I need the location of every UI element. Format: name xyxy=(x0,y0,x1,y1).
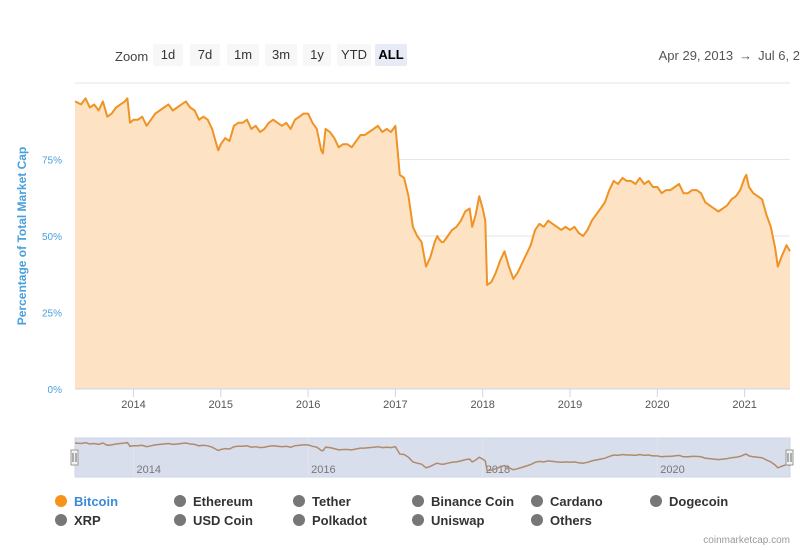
zoom-1m-button[interactable]: 1m xyxy=(227,44,259,66)
toolbar: Zoom 1d 7d 1m 3m 1y YTD ALL Apr 29, 2013… xyxy=(0,0,800,80)
navigator[interactable]: 2014 2016 2018 2020 xyxy=(70,437,794,478)
credit-link[interactable]: coinmarketcap.com xyxy=(703,535,790,546)
legend-item-others[interactable]: Others xyxy=(531,513,592,528)
x-tick-label: 2014 xyxy=(121,399,145,411)
bitcoin-area xyxy=(75,98,790,390)
legend-item-polkadot[interactable]: Polkadot xyxy=(293,513,367,528)
bitcoin-line xyxy=(74,97,791,286)
zoom-1d-button[interactable]: 1d xyxy=(153,44,183,66)
zoom-ytd-button[interactable]: YTD xyxy=(337,44,371,66)
date-range[interactable]: Apr 29, 2013 → Jul 6, 2 xyxy=(659,48,800,63)
x-tick-label: 2021 xyxy=(732,399,756,411)
range-to[interactable]: Jul 6, 2 xyxy=(758,48,800,63)
ethereum-dot-icon xyxy=(174,495,186,507)
y-tick-label: 0% xyxy=(48,385,63,396)
navigator-tick-label: 2018 xyxy=(486,464,510,476)
legend-label: Polkadot xyxy=(312,513,367,528)
zoom-label: Zoom xyxy=(115,49,149,64)
legend-item-uniswap[interactable]: Uniswap xyxy=(412,513,484,528)
navigator-right-handle xyxy=(785,449,794,466)
x-tick-label: 2015 xyxy=(209,399,233,411)
legend-label: Cardano xyxy=(550,494,603,509)
uniswap-dot-icon xyxy=(412,514,424,526)
zoom-3m-button[interactable]: 3m xyxy=(265,44,297,66)
usd-coin-dot-icon xyxy=(174,514,186,526)
legend-item-binance-coin[interactable]: Binance Coin xyxy=(412,494,514,509)
cardano-dot-icon xyxy=(531,495,543,507)
legend-label: Ethereum xyxy=(193,494,253,509)
bitcoin-dot-icon xyxy=(55,495,67,507)
navigator-tick-label: 2016 xyxy=(311,464,335,476)
dogecoin-dot-icon xyxy=(650,495,662,507)
legend-label: Bitcoin xyxy=(74,494,119,509)
legend-label: Tether xyxy=(312,494,351,509)
legend-label: Uniswap xyxy=(431,513,485,528)
y-tick-label: 25% xyxy=(42,309,62,320)
polkadot-dot-icon xyxy=(293,514,305,526)
y-axis-label: Percentage of Total Market Cap xyxy=(15,147,29,326)
legend-label: Dogecoin xyxy=(669,494,729,509)
market-dominance-chart[interactable]: 0% 25% 50% 75% 2014 2015 2016 2017 2018 2019 2020… xyxy=(0,0,800,490)
navigator-left-handle xyxy=(70,449,79,466)
y-tick-label: 50% xyxy=(42,232,62,243)
range-from[interactable]: Apr 29, 2013 xyxy=(658,48,734,63)
x-tick-label: 2020 xyxy=(645,399,669,411)
zoom-1y-button[interactable]: 1y xyxy=(303,44,331,66)
x-tick-label: 2016 xyxy=(296,399,320,411)
navigator-tick-label: 2014 xyxy=(136,464,160,476)
navigator-series-line xyxy=(74,441,791,472)
legend-item-dogecoin[interactable]: Dogecoin xyxy=(650,494,728,509)
x-tick-label: 2019 xyxy=(558,399,582,411)
xrp-dot-icon xyxy=(55,514,67,526)
x-tick-label: 2018 xyxy=(470,399,494,411)
legend-item-tether[interactable]: Tether xyxy=(293,494,351,509)
legend-item-bitcoin[interactable]: Bitcoin xyxy=(55,494,118,509)
legend-label: XRP xyxy=(74,513,101,528)
binance-coin-dot-icon xyxy=(412,495,424,507)
legend-label: USD Coin xyxy=(193,513,253,528)
y-tick-labels: 0% 25% 50% 75% xyxy=(42,156,62,397)
legend-item-ethereum[interactable]: Ethereum xyxy=(174,494,253,509)
y-tick-label: 75% xyxy=(42,156,62,167)
legend-item-usd-coin[interactable]: USD Coin xyxy=(174,513,253,528)
navigator-tick-label: 2020 xyxy=(660,464,684,476)
x-tick-label: 2017 xyxy=(383,399,407,411)
legend-item-xrp[interactable]: XRP xyxy=(55,513,101,528)
legend: Bitcoin Ethereum Tether Binance Coin Car… xyxy=(55,494,800,530)
zoom-all-button[interactable]: ALL xyxy=(375,44,407,66)
legend-label: Binance Coin xyxy=(431,494,515,509)
x-tick-labels: 2014 2015 2016 2017 2018 2019 2020 2021 xyxy=(121,389,757,411)
zoom-7d-button[interactable]: 7d xyxy=(190,44,220,66)
legend-item-cardano[interactable]: Cardano xyxy=(531,494,603,509)
others-dot-icon xyxy=(531,514,543,526)
tether-dot-icon xyxy=(293,495,305,507)
range-arrow: → xyxy=(739,48,753,63)
legend-label: Others xyxy=(550,513,592,528)
